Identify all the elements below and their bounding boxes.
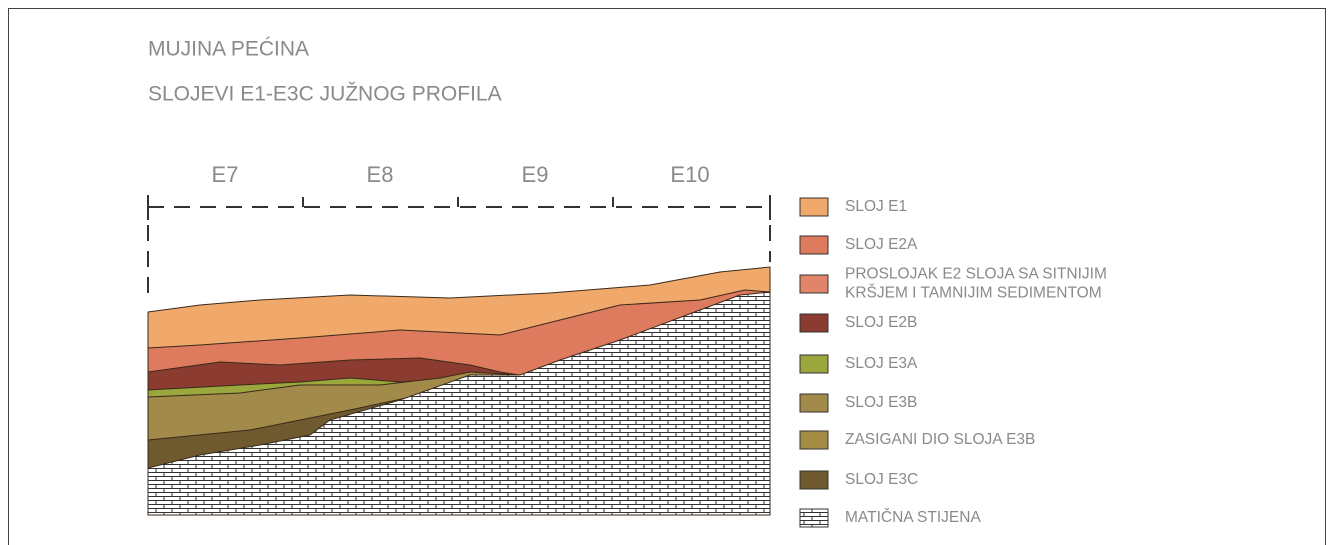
legend-label: SLOJ E3C — [845, 471, 918, 488]
legend-label: SLOJ E3A — [845, 355, 918, 372]
legend-swatch — [799, 430, 829, 450]
legend-swatch — [799, 470, 829, 490]
subtitle: SLOJEVI E1-E3C JUŽNOG PROFILA — [148, 83, 502, 106]
legend-label: PROSLOJAK E2 SLOJA SA SITNIJIM — [845, 266, 1107, 283]
legend-label: SLOJ E2B — [845, 314, 917, 331]
legend-swatch — [799, 393, 829, 413]
square-label: E10 — [670, 162, 709, 187]
legend-label: ZASIGANI DIO SLOJA E3B — [845, 431, 1035, 448]
square-label: E7 — [212, 162, 239, 187]
frame — [8, 8, 1326, 545]
grid-lines — [147, 195, 771, 300]
legend-swatch — [799, 235, 829, 255]
legend-label: SLOJ E3B — [845, 394, 917, 411]
legend-label: SLOJ E2A — [845, 236, 918, 253]
legend-swatch — [799, 313, 829, 333]
square-label: E9 — [522, 162, 549, 187]
legend-label: MATIČNA STIJENA — [845, 509, 981, 526]
legend-swatch — [799, 274, 829, 294]
legend-label: KRŠJEM I TAMNIJIM SEDIMENTOM — [845, 285, 1102, 302]
legend-swatch — [799, 197, 829, 217]
square-label: E8 — [367, 162, 394, 187]
title: MUJINA PEĆINA — [148, 38, 309, 61]
legend-swatch — [799, 354, 829, 374]
legend-swatch — [799, 508, 829, 528]
legend-label: SLOJ E1 — [845, 198, 907, 215]
profile — [147, 266, 771, 516]
